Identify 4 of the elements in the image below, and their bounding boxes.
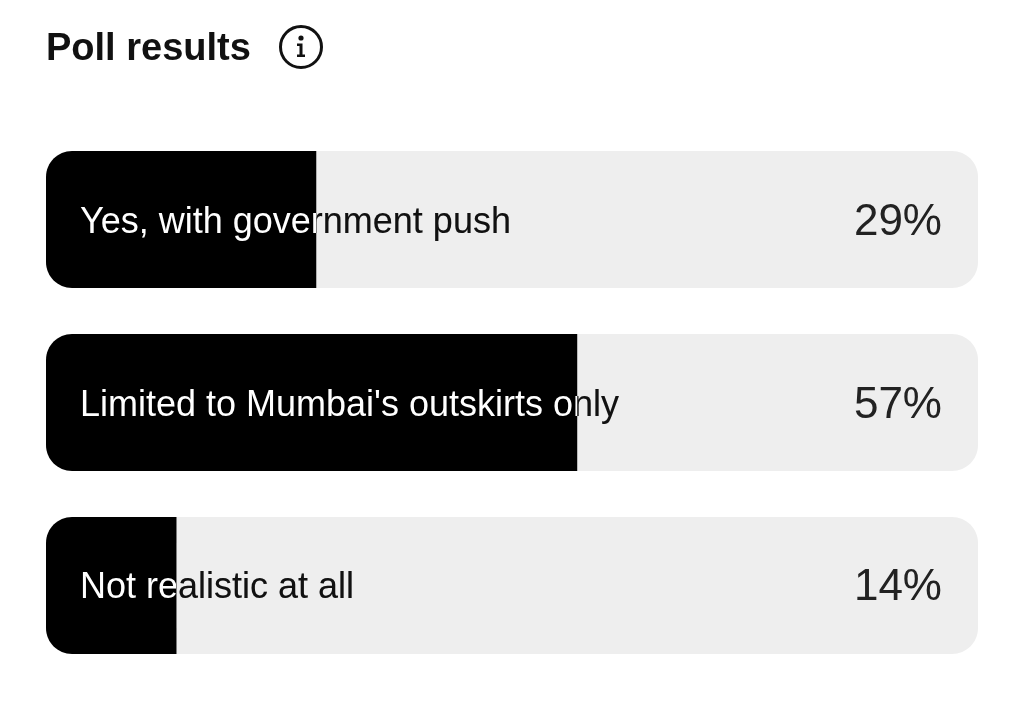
chart-title: Poll results xyxy=(46,25,251,69)
data-label: 57% xyxy=(853,377,942,427)
data-label: 14% xyxy=(853,560,942,610)
data-label: 29% xyxy=(853,194,942,244)
